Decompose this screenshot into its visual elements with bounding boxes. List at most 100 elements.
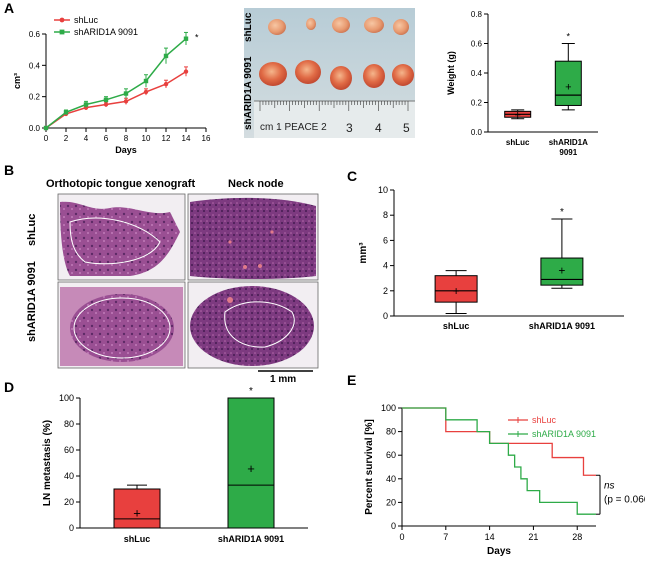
- x-tick-label: 10: [142, 134, 151, 143]
- x-tick-label: 28: [572, 532, 582, 542]
- data-point: [163, 81, 169, 87]
- x-tick-label: 7: [443, 532, 448, 542]
- y-tick-label: 2: [383, 286, 388, 296]
- y-tick-label: 0.8: [471, 10, 483, 19]
- tumor-photo: shLuc shARID1A 9091 cm 1 PEACE 2 3 4 5: [244, 8, 415, 138]
- y-tick-label: 10: [378, 185, 388, 195]
- box-sharid1a: [540, 257, 584, 286]
- ruler-number-3: 3: [346, 121, 353, 135]
- x-tick-label: 2: [64, 134, 69, 143]
- y-tick-label: 100: [59, 393, 74, 403]
- x-axis-label: Days: [115, 145, 137, 155]
- survival-curve-shluc: [402, 407, 596, 476]
- panel-label-c: C: [347, 168, 358, 184]
- data-point: [63, 110, 69, 115]
- y-tick-label: 0.0: [471, 128, 483, 137]
- mean-marker: +: [133, 505, 141, 520]
- legend-marker: [59, 29, 65, 35]
- y-axis-label: cm³: [12, 73, 22, 89]
- y-tick-label: 0.2: [29, 93, 41, 102]
- x-tick-label: 8: [124, 134, 129, 143]
- x-tick-label: 14: [485, 532, 495, 542]
- ln-metastasis-chart: 0 20 40 60 80 100 LN metastasis (%) + shLuc + shAR…: [42, 386, 308, 544]
- data-point: [183, 36, 189, 41]
- data-point: [143, 89, 149, 95]
- histology-images: [57, 193, 319, 372]
- y-tick-label: 60: [386, 450, 396, 460]
- y-tick-label: 0.6: [471, 40, 483, 49]
- data-point: [123, 99, 129, 104]
- series-line-shluc: [45, 70, 187, 129]
- ruler: [254, 100, 415, 138]
- data-point: [163, 53, 169, 59]
- significance-star: *: [249, 386, 253, 397]
- x-tick-label: 6: [104, 134, 109, 143]
- y-tick-label: 80: [64, 419, 74, 429]
- y-tick-label: 60: [64, 445, 74, 455]
- tumor-photo-drawing: [244, 8, 415, 138]
- panel-label-a: A: [4, 0, 15, 16]
- legend-label: shLuc: [74, 15, 99, 25]
- sharid1a-tumors: [259, 60, 414, 90]
- x-tick-label: 14: [182, 134, 191, 143]
- category-label: shARID1A: [549, 138, 588, 147]
- bar-sharid1a: [227, 397, 275, 529]
- box-shluc: [434, 275, 478, 303]
- data-point: [143, 78, 149, 84]
- category-label: shARID1A 9091: [529, 321, 595, 331]
- scalebar-label: 1 mm: [270, 374, 297, 385]
- x-tick-label: 16: [202, 134, 211, 143]
- y-axis-label: Weight (g): [446, 51, 456, 95]
- y-tick-label: 0: [383, 311, 388, 321]
- y-axis-label: Percent survival [%]: [364, 419, 375, 515]
- legend-marker: [59, 17, 65, 23]
- ruler-number-4: 4: [375, 121, 382, 135]
- legend-label: shARID1A 9091: [74, 27, 138, 37]
- significance-star: *: [195, 33, 199, 43]
- survival-curve-sharid1a: [402, 407, 596, 515]
- photo-row1-label: shLuc: [244, 12, 254, 42]
- histology-image-tongue-sharid1a: [57, 281, 186, 369]
- y-tick-label: 0.6: [29, 30, 41, 39]
- shluc-tumors: [268, 17, 409, 35]
- y-tick-label: 20: [64, 497, 74, 507]
- legend-label: shLuc: [532, 415, 557, 425]
- category-label: shLuc: [506, 138, 530, 147]
- y-tick-label: 100: [381, 403, 396, 413]
- bar-shluc: [113, 488, 161, 529]
- mean-marker: +: [565, 81, 571, 93]
- y-tick-label: 40: [64, 471, 74, 481]
- data-point: [43, 125, 49, 131]
- histology-image-node-shluc: [187, 193, 319, 281]
- series-line-sharid1a: [45, 38, 187, 129]
- category-label: shLuc: [124, 534, 151, 544]
- ns-label: ns: [604, 481, 615, 492]
- y-tick-label: 20: [386, 497, 396, 507]
- mean-marker: +: [558, 264, 565, 278]
- data-point: [183, 69, 189, 74]
- y-tick-label: 0: [69, 523, 74, 533]
- y-tick-label: 80: [386, 427, 396, 437]
- histology-image-node-sharid1a: [187, 281, 319, 369]
- category-label: shARID1A 9091: [218, 534, 284, 544]
- mean-marker: +: [514, 109, 520, 121]
- data-point: [103, 102, 109, 107]
- category-label: 9091: [559, 148, 577, 157]
- x-tick-label: 12: [162, 134, 171, 143]
- significance-star: *: [567, 32, 571, 42]
- p-value-label: (p = 0.066): [604, 495, 645, 506]
- mean-marker: +: [247, 461, 255, 476]
- y-tick-label: 40: [386, 474, 396, 484]
- legend-label: shARID1A 9091: [532, 429, 596, 439]
- data-point: [123, 91, 129, 96]
- y-tick-label: 4: [383, 261, 388, 271]
- x-tick-label: 0: [44, 134, 49, 143]
- y-tick-label: 0.2: [471, 99, 483, 108]
- y-tick-label: 8: [383, 210, 388, 220]
- histology-col2-title: Neck node: [228, 178, 284, 190]
- survival-chart: 0 20 40 60 80 100 Percent survival [%] 0 7 14 21 28…: [364, 403, 645, 557]
- y-tick-label: 0: [391, 521, 396, 531]
- ruler-text: cm 1 PEACE 2: [260, 122, 327, 133]
- y-tick-label: 0.4: [471, 69, 483, 78]
- y-axis-label: LN metastasis (%): [42, 420, 53, 506]
